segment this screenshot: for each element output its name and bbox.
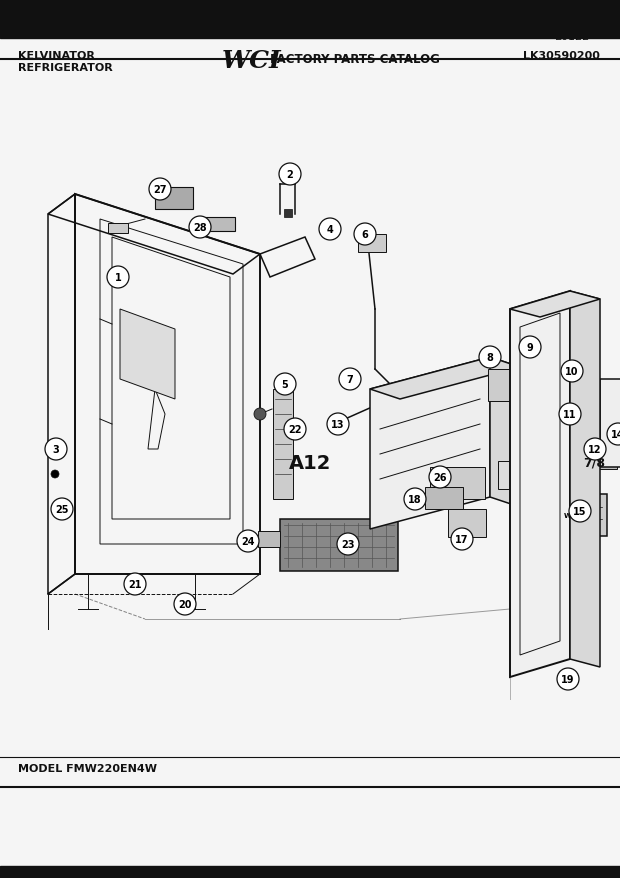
Bar	[430, 467, 485, 500]
Bar	[448, 509, 486, 537]
Bar	[535, 494, 607, 536]
Circle shape	[237, 530, 259, 552]
Circle shape	[45, 438, 67, 460]
Bar	[545, 390, 587, 415]
Text: 27: 27	[153, 184, 167, 195]
Circle shape	[124, 573, 146, 595]
Text: 9: 9	[526, 342, 533, 353]
Bar	[155, 188, 193, 210]
Bar	[280, 520, 398, 572]
Text: 3: 3	[53, 444, 60, 455]
Circle shape	[149, 179, 171, 201]
Bar	[488, 370, 526, 401]
Text: 23: 23	[341, 539, 355, 550]
Text: E0122: E0122	[555, 32, 590, 42]
Text: 20: 20	[179, 600, 192, 609]
Text: 5: 5	[281, 379, 288, 390]
Circle shape	[519, 336, 541, 358]
Bar	[530, 528, 566, 547]
Polygon shape	[120, 310, 175, 399]
Bar	[528, 362, 560, 390]
Circle shape	[429, 466, 451, 488]
Circle shape	[174, 594, 196, 615]
Circle shape	[51, 499, 73, 521]
Circle shape	[451, 529, 473, 551]
Bar	[380, 390, 422, 418]
Bar	[258, 531, 280, 547]
Text: 25: 25	[55, 505, 69, 515]
Text: 13: 13	[331, 420, 345, 429]
Text: KELVINATOR: KELVINATOR	[18, 51, 95, 61]
Circle shape	[339, 369, 361, 391]
Circle shape	[559, 404, 581, 426]
Circle shape	[337, 534, 359, 556]
Circle shape	[584, 438, 606, 460]
Text: 12: 12	[588, 444, 602, 455]
Polygon shape	[570, 291, 600, 667]
Text: 24: 24	[241, 536, 255, 546]
Circle shape	[557, 668, 579, 690]
Text: 8: 8	[487, 353, 494, 363]
Polygon shape	[490, 357, 520, 507]
Text: 19: 19	[561, 674, 575, 684]
Text: 28: 28	[193, 223, 207, 233]
Bar	[284, 210, 292, 218]
Circle shape	[354, 224, 376, 246]
Text: 2: 2	[286, 169, 293, 180]
Text: 4: 4	[327, 225, 334, 234]
Text: 15: 15	[574, 507, 587, 516]
Polygon shape	[510, 291, 600, 318]
Circle shape	[479, 347, 501, 369]
Text: 7/8: 7/8	[583, 457, 605, 469]
Text: 14: 14	[611, 429, 620, 440]
Bar	[425, 487, 463, 509]
Text: 6: 6	[361, 230, 368, 240]
Bar	[0, 866, 620, 878]
Circle shape	[607, 423, 620, 445]
Circle shape	[404, 488, 426, 510]
Bar	[600, 379, 620, 467]
Circle shape	[561, 361, 583, 383]
Polygon shape	[370, 357, 520, 399]
Text: REFRIGERATOR: REFRIGERATOR	[18, 62, 113, 73]
Bar	[195, 218, 235, 232]
Bar	[535, 418, 590, 445]
Text: FACTORY PARTS CATALOG: FACTORY PARTS CATALOG	[270, 53, 440, 66]
Bar	[273, 390, 293, 500]
Text: 18: 18	[408, 494, 422, 505]
Circle shape	[51, 471, 59, 479]
Circle shape	[274, 373, 296, 396]
Text: 21: 21	[128, 579, 142, 589]
Text: 10: 10	[565, 367, 578, 377]
Circle shape	[189, 217, 211, 239]
Text: WCI: WCI	[564, 513, 578, 518]
Circle shape	[107, 267, 129, 289]
Text: 17: 17	[455, 535, 469, 544]
Text: 11: 11	[563, 409, 577, 420]
Text: WCI: WCI	[222, 48, 281, 73]
Polygon shape	[510, 291, 570, 677]
Circle shape	[254, 408, 266, 421]
Bar	[575, 448, 617, 470]
Circle shape	[319, 219, 341, 241]
Polygon shape	[370, 357, 490, 529]
Bar	[498, 462, 536, 489]
Circle shape	[569, 500, 591, 522]
Bar	[0, 0, 620, 39]
Circle shape	[284, 419, 306, 441]
Text: LK30590200: LK30590200	[523, 51, 600, 61]
Circle shape	[279, 164, 301, 186]
Text: 7: 7	[347, 375, 353, 385]
Text: 1: 1	[115, 273, 122, 283]
Circle shape	[327, 414, 349, 435]
Text: A12: A12	[289, 453, 331, 472]
Bar	[358, 234, 386, 253]
Bar	[108, 224, 128, 234]
Text: 22: 22	[288, 425, 302, 435]
Text: 26: 26	[433, 472, 447, 482]
Text: MODEL FMW220EN4W: MODEL FMW220EN4W	[18, 763, 157, 773]
